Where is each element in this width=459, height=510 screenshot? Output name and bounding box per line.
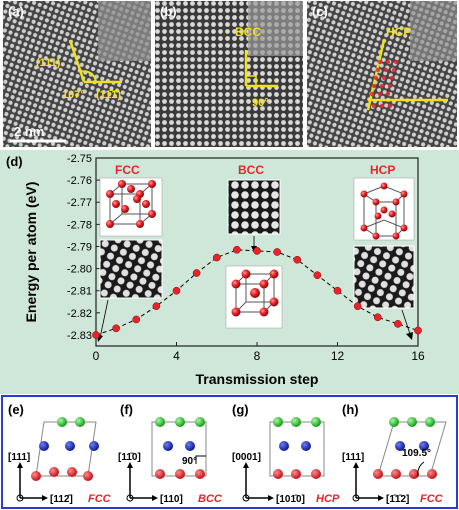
lattice-schematics: (e) [111] [112̄] FCC (f) 90° [11̄0] [110… xyxy=(1,395,458,509)
fcc-inset-label: FCC xyxy=(115,163,140,177)
panel-g-phase: HCP xyxy=(316,493,340,505)
panel-e-phase: FCC xyxy=(88,493,112,505)
fcc-inset: FCC xyxy=(97,163,163,342)
data-point xyxy=(92,331,100,339)
panel-h-angle: 109.5° xyxy=(402,448,431,459)
y-tick-label: -2.75 xyxy=(67,153,92,165)
panel-e-label: (e) xyxy=(8,402,24,417)
y-tick-label: -2.77 xyxy=(67,197,92,209)
panel-f-dir-up: [11̄0] xyxy=(118,452,141,463)
data-point xyxy=(172,286,181,295)
angle-a-label: 107° xyxy=(62,89,85,101)
x-axis-label: Transmission step xyxy=(196,371,319,387)
data-point xyxy=(253,247,261,255)
panel-h-dir-right: [1̄1̄2] xyxy=(386,494,409,505)
plane1-label: (111) xyxy=(36,57,61,69)
schematic-frame xyxy=(1,395,458,509)
panel-h: (h) 109.5° [111] [1̄1̄2] FCC xyxy=(342,402,447,505)
y-tick-label: -2.76 xyxy=(67,175,92,187)
panel-c-label: (c) xyxy=(312,4,328,19)
data-point xyxy=(212,253,221,262)
hcp-label: HCP xyxy=(386,25,411,39)
data-point xyxy=(353,302,362,311)
y-tick-label: -2.81 xyxy=(67,286,92,298)
panel-f: (f) 90° [11̄0] [110] BCC xyxy=(118,402,223,505)
panel-e-dir-up: [111] xyxy=(8,452,30,463)
panel-d-label: (d) xyxy=(6,154,23,169)
panel-g-dir-up: [0001] xyxy=(232,452,261,463)
angle-b-label: 90° xyxy=(252,97,269,109)
data-point xyxy=(192,269,201,277)
panel-f-angle: 90° xyxy=(182,456,197,467)
data-point xyxy=(394,320,402,328)
panel-g-dir-right: [101̄0] xyxy=(276,494,305,505)
panel-g: (g) [0001] [101̄0] HCP xyxy=(232,402,340,505)
y-tick-label: -2.79 xyxy=(67,241,92,253)
y-tick-label: -2.83 xyxy=(67,330,92,342)
data-point xyxy=(414,326,422,335)
x-tick-label: 0 xyxy=(93,349,100,363)
tem-panels: (a) (111) (11̄1̄) 107° 2 nm (b) BCC 90° … xyxy=(3,1,457,147)
energy-chart: (d) -2.75-2.76-2.77-2.78-2.79-2.80-2.81-… xyxy=(0,150,459,394)
data-point xyxy=(313,271,322,280)
panel-f-label: (f) xyxy=(120,402,133,417)
data-point xyxy=(112,324,120,333)
energy-series xyxy=(92,245,422,339)
plane2-label: (11̄1̄) xyxy=(96,89,121,101)
hcp-inset: HCP xyxy=(353,163,415,340)
data-point xyxy=(152,302,161,311)
data-point xyxy=(373,313,382,322)
x-tick-label: 4 xyxy=(173,349,180,363)
scalebar-label: 2 nm xyxy=(14,124,44,139)
panel-e: (e) [111] [112̄] FCC xyxy=(8,402,112,505)
panel-g-label: (g) xyxy=(232,402,249,417)
y-tick-label: -2.78 xyxy=(67,219,92,231)
panel-h-phase: FCC xyxy=(420,493,444,505)
panel-e-dir-right: [112̄] xyxy=(50,494,73,505)
data-point xyxy=(233,245,241,254)
x-tick-label: 16 xyxy=(411,349,425,363)
y-axis-label: Energy per atom (eV) xyxy=(23,182,39,323)
bcc-inset-label: BCC xyxy=(238,163,264,177)
panel-a: (a) (111) (11̄1̄) 107° 2 nm xyxy=(3,1,151,147)
panel-a-label: (a) xyxy=(8,4,24,19)
data-point xyxy=(132,315,141,324)
y-tick-label: -2.82 xyxy=(67,308,92,320)
panel-c: (c) HCP xyxy=(307,1,457,147)
hcp-inset-label: HCP xyxy=(370,163,395,177)
x-tick-label: 8 xyxy=(254,349,261,363)
data-point xyxy=(293,255,302,264)
series-line xyxy=(95,249,419,336)
bcc-inset: BCC xyxy=(225,163,283,329)
bcc-label: BCC xyxy=(235,25,261,39)
x-tick-label: 12 xyxy=(331,349,345,363)
data-point xyxy=(333,286,342,295)
panel-f-phase: BCC xyxy=(198,493,223,505)
data-point xyxy=(273,248,281,256)
panel-f-dir-right: [110] xyxy=(160,494,183,505)
y-tick-label: -2.80 xyxy=(67,264,92,276)
y-axis: -2.75 -2.76 -2.77 -2.78 -2.79 -2.80 -2.81 -2.82… xyxy=(67,153,100,342)
x-axis: 0 4 8 12 16 xyxy=(93,342,425,363)
panel-b-label: (b) xyxy=(160,4,177,19)
panel-b: (b) BCC 90° xyxy=(155,1,303,147)
panel-h-dir-up: [111] xyxy=(342,452,364,463)
panel-h-label: (h) xyxy=(342,402,359,417)
